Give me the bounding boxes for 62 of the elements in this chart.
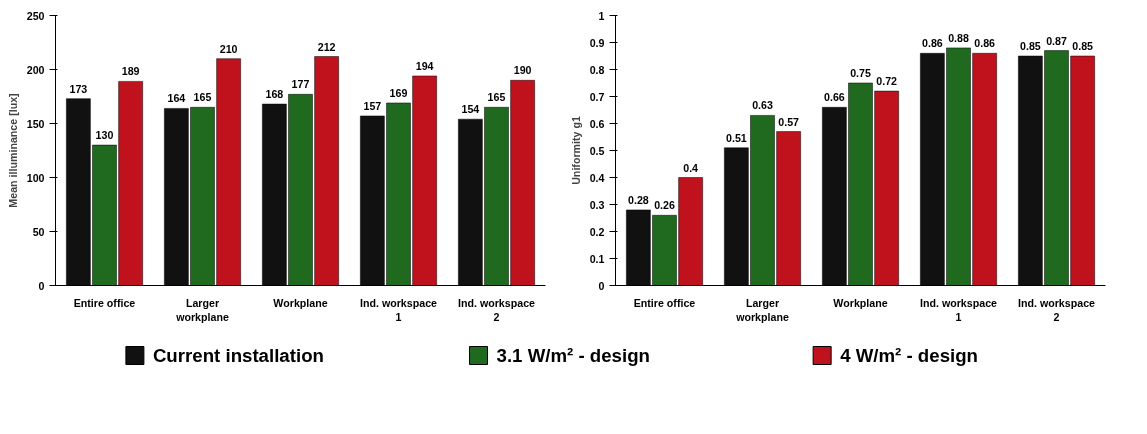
y-tick-label: 1 — [598, 9, 605, 22]
data-label: 130 — [95, 129, 114, 142]
legend-label: Current installation — [152, 345, 324, 366]
x-tick-label: Larger workplane — [175, 296, 229, 323]
x-tick-label: Workplane — [833, 296, 888, 309]
x-tick-label: Ind. workspace 1 — [360, 296, 438, 323]
data-label: 165 — [193, 91, 212, 104]
data-label: 0.85 — [1020, 40, 1041, 52]
y-tick-label: 250 — [26, 9, 45, 22]
data-label: 212 — [317, 40, 336, 53]
data-label: 0.85 — [1072, 40, 1094, 52]
y-tick-label: 0.4 — [589, 171, 605, 184]
y-tick-label: 0.9 — [589, 36, 605, 49]
data-label: 0.75 — [850, 67, 871, 79]
data-label: 0.4 — [683, 161, 699, 174]
y-tick-label: 0.8 — [589, 63, 605, 76]
y-axis-title: Mean illuminance [lux] — [6, 93, 19, 208]
data-label: 190 — [513, 64, 532, 77]
legend-label: 3.1 W/m² - design — [496, 345, 650, 366]
data-label: 154 — [461, 103, 480, 116]
y-tick-label: 0.5 — [589, 144, 605, 157]
y-tick-label: 0 — [598, 279, 605, 292]
data-label: 0.86 — [922, 37, 943, 50]
y-tick-label: 0.3 — [589, 198, 605, 211]
data-label: 169 — [389, 86, 408, 99]
data-label: 0.88 — [948, 31, 969, 44]
y-tick-label: 150 — [26, 117, 45, 130]
y-tick-label: 100 — [26, 171, 45, 184]
data-label: 0.57 — [778, 115, 800, 128]
x-tick-label: Larger workplane — [735, 296, 789, 323]
data-label: 157 — [363, 99, 382, 112]
legend-label: 4 W/m² - design — [840, 345, 978, 366]
x-tick-label: Ind. workspace 2 — [1018, 296, 1096, 323]
data-label: 168 — [265, 88, 284, 101]
y-tick-label: 0.2 — [589, 225, 605, 238]
data-label: 0.28 — [628, 193, 649, 206]
data-label: 164 — [167, 92, 186, 105]
y-tick-label: 0.6 — [589, 117, 605, 130]
y-tick-label: 50 — [32, 225, 45, 238]
data-label: 189 — [121, 65, 140, 78]
y-tick-label: 0.7 — [589, 90, 605, 103]
data-label: 0.26 — [654, 199, 675, 212]
data-label: 210 — [219, 42, 238, 55]
data-label: 0.63 — [752, 99, 773, 112]
y-axis-title: Uniformity g1 — [569, 116, 582, 185]
data-label: 0.72 — [876, 75, 898, 88]
data-label: 194 — [415, 59, 434, 72]
y-tick-label: 0 — [38, 279, 45, 292]
data-label: 0.66 — [824, 91, 845, 104]
y-tick-label: 200 — [26, 63, 45, 76]
x-tick-label: Entire office — [633, 296, 696, 309]
x-tick-label: Entire office — [73, 296, 136, 309]
x-tick-label: Ind. workspace 2 — [458, 296, 536, 323]
data-label: 0.51 — [726, 131, 747, 144]
x-tick-label: Workplane — [273, 296, 328, 309]
data-label: 165 — [487, 91, 506, 104]
x-tick-label: Ind. workspace 1 — [920, 296, 998, 323]
y-tick-label: 0.1 — [589, 252, 605, 265]
data-label: 0.86 — [974, 37, 996, 50]
data-label: 173 — [69, 82, 88, 95]
data-label: 0.87 — [1046, 34, 1067, 47]
data-label: 177 — [291, 78, 310, 91]
